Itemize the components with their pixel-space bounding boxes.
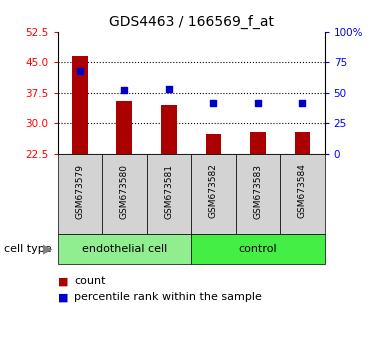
Text: ■: ■ bbox=[58, 292, 68, 302]
Text: endothelial cell: endothelial cell bbox=[82, 244, 167, 254]
Text: control: control bbox=[239, 244, 277, 254]
Point bbox=[299, 100, 305, 105]
Bar bbox=[116, 101, 132, 154]
Text: GSM673580: GSM673580 bbox=[120, 164, 129, 218]
Point bbox=[210, 100, 216, 105]
Text: GSM673583: GSM673583 bbox=[253, 164, 262, 218]
Point bbox=[77, 68, 83, 74]
Text: count: count bbox=[74, 276, 106, 286]
Point bbox=[121, 88, 127, 93]
Bar bbox=[295, 132, 310, 154]
Bar bbox=[250, 132, 266, 154]
Bar bbox=[161, 105, 177, 154]
Text: cell type: cell type bbox=[4, 244, 51, 254]
Point bbox=[255, 100, 261, 105]
Text: GSM673579: GSM673579 bbox=[75, 164, 84, 218]
Bar bbox=[206, 134, 221, 154]
Text: GSM673582: GSM673582 bbox=[209, 164, 218, 218]
Text: GSM673581: GSM673581 bbox=[164, 164, 173, 218]
Text: ▶: ▶ bbox=[43, 242, 53, 255]
Text: ■: ■ bbox=[58, 276, 68, 286]
Point bbox=[166, 86, 172, 92]
Text: GSM673584: GSM673584 bbox=[298, 164, 307, 218]
Title: GDS4463 / 166569_f_at: GDS4463 / 166569_f_at bbox=[109, 15, 273, 29]
Bar bbox=[72, 56, 88, 154]
Text: percentile rank within the sample: percentile rank within the sample bbox=[74, 292, 262, 302]
